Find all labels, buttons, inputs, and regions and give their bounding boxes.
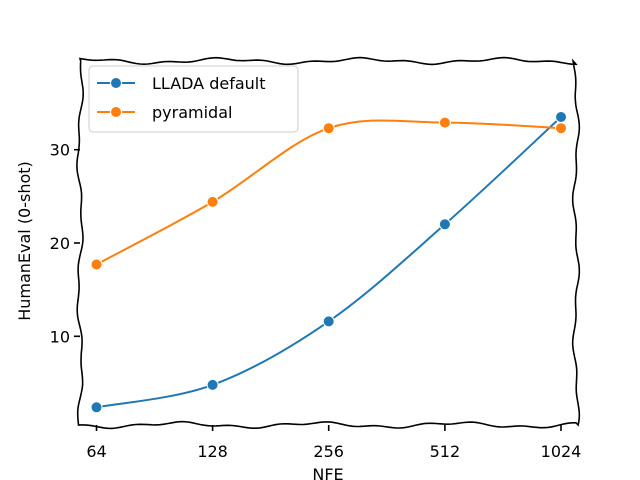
axis-ticks: 64 128 256 512 1024 10 20 30 [50, 141, 582, 461]
data-point-pyramidal-1024 [555, 122, 567, 135]
data-point-llada-default-512 [438, 218, 451, 231]
y-axis-label: HumanEval (0-shot) [15, 161, 34, 321]
data-point-pyramidal-512 [438, 116, 451, 129]
x-tick-label-64: 64 [86, 442, 106, 461]
x-tick-label-128: 128 [197, 442, 228, 461]
series-line-llada-default [96, 116, 562, 409]
data-point-llada-default-128 [206, 378, 219, 391]
data-point-llada-default-256 [322, 315, 335, 328]
x-axis-label: NFE [312, 465, 343, 480]
series-points [90, 111, 567, 414]
data-point-llada-default-1024 [555, 111, 567, 123]
series-lines [96, 116, 562, 409]
data-point-pyramidal-256 [322, 122, 335, 135]
legend-marker-pyramidal [110, 106, 122, 118]
legend: LLADA default pyramidal [88, 65, 299, 133]
legend-marker-llada [110, 77, 122, 89]
legend-label-llada: LLADA default [152, 74, 266, 93]
series-line-pyramidal [96, 119, 562, 266]
x-tick-label-1024: 1024 [541, 442, 582, 461]
legend-label-pyramidal: pyramidal [152, 103, 232, 122]
y-tick-label-10: 10 [50, 327, 70, 346]
x-tick-label-512: 512 [430, 442, 461, 461]
data-point-pyramidal-128 [206, 195, 219, 208]
legend-box [88, 65, 299, 133]
data-point-llada-default-64 [90, 401, 103, 414]
y-tick-label-20: 20 [50, 234, 70, 253]
y-tick-label-30: 30 [50, 141, 70, 160]
data-point-pyramidal-64 [90, 258, 103, 271]
x-tick-label-256: 256 [313, 442, 344, 461]
plot-frame [76, 56, 581, 430]
